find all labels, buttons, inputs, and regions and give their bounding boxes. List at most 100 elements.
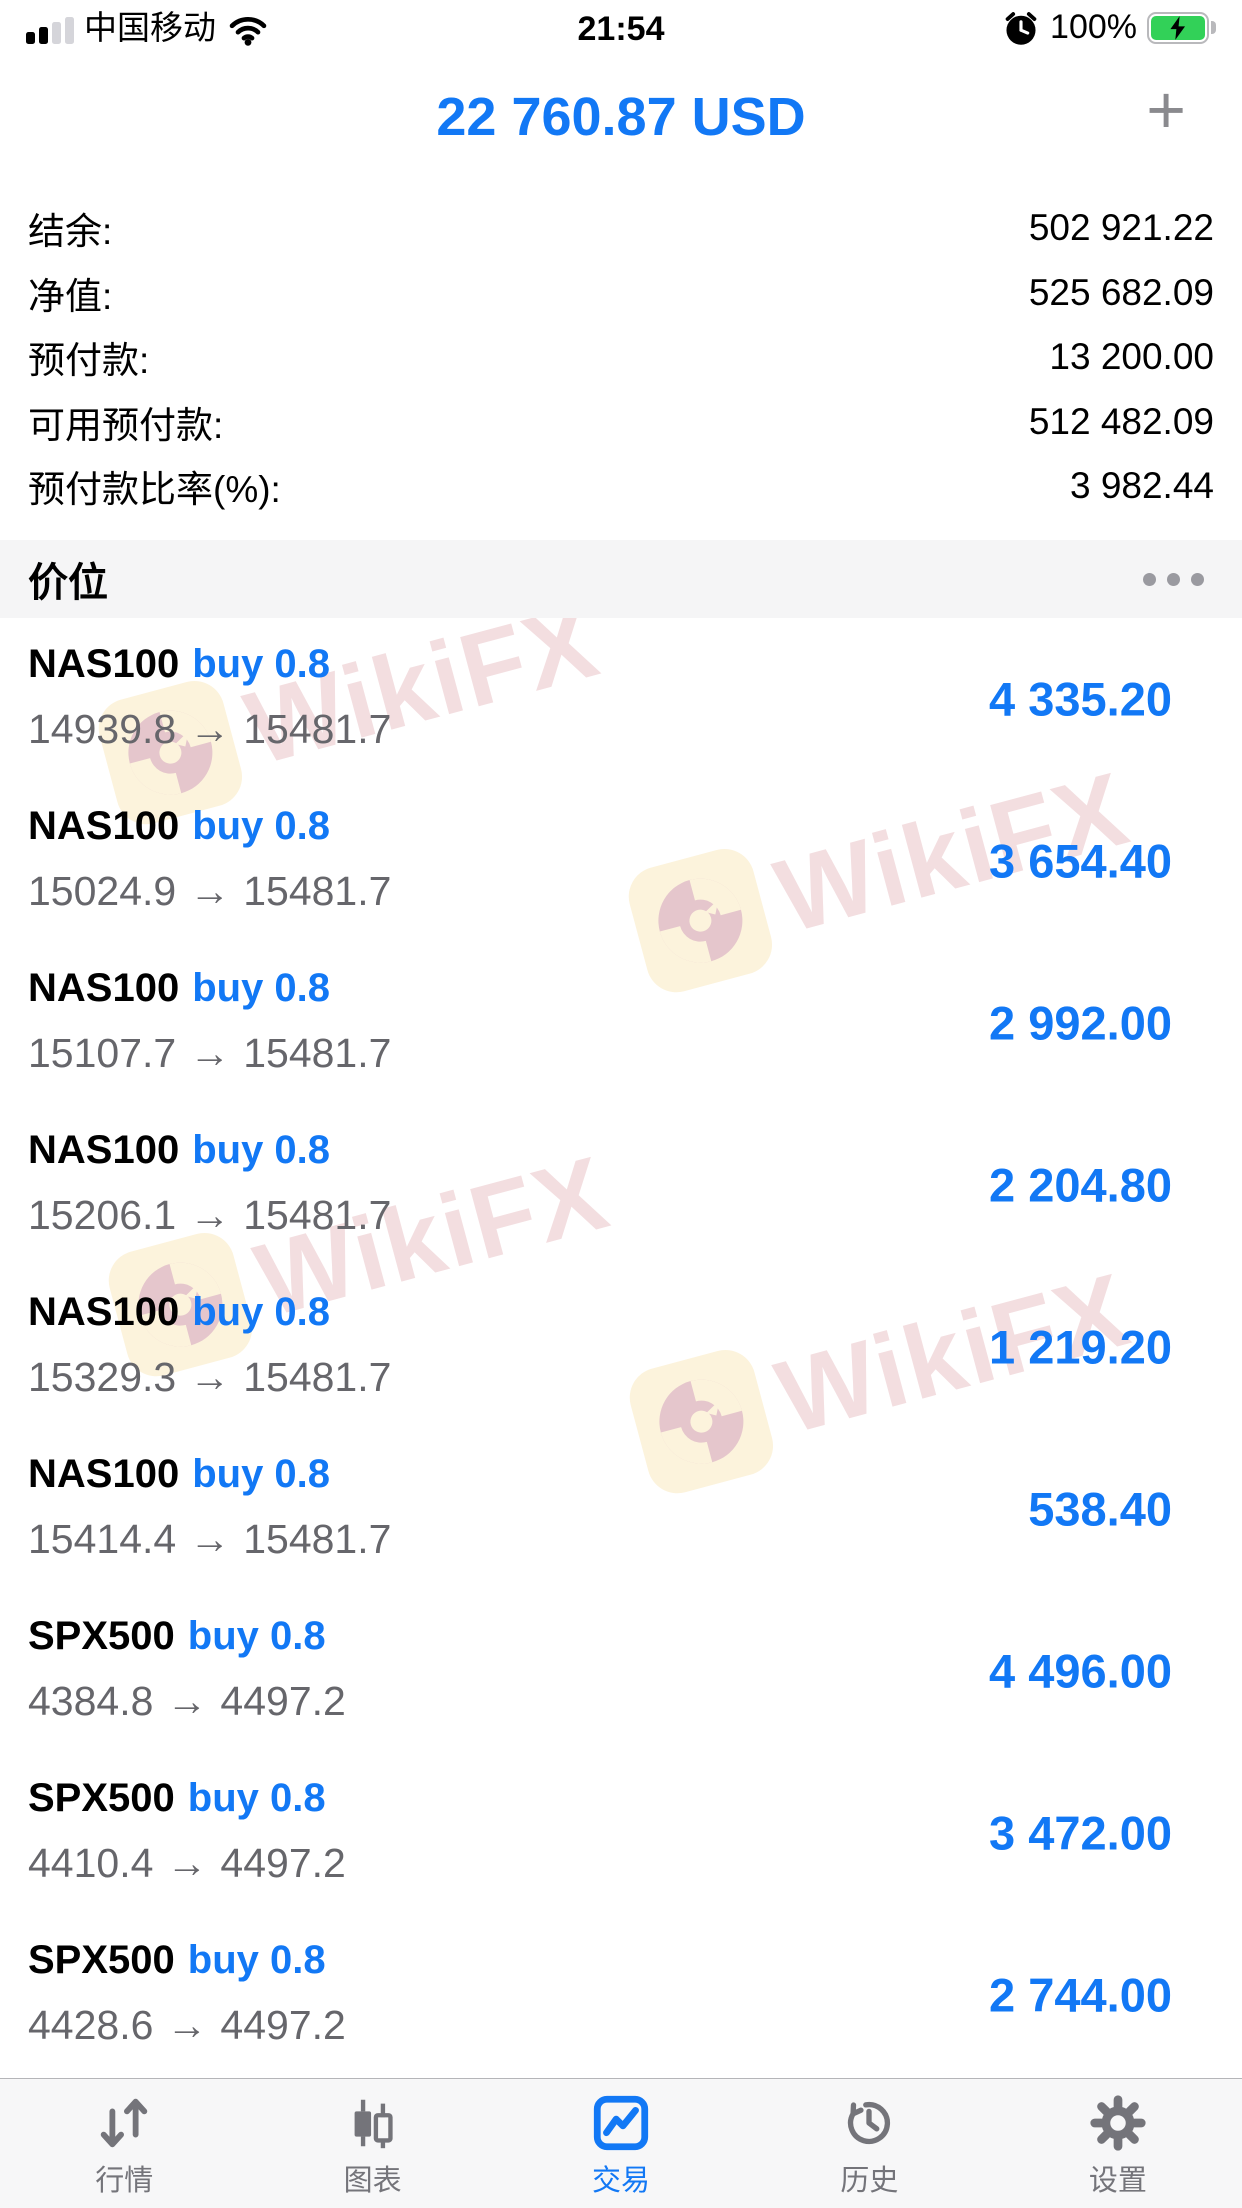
tab-label: 历史 <box>840 2165 899 2197</box>
arrow-right-icon: → <box>166 1840 208 1886</box>
trade-profit: 1 219.20 <box>989 1320 1172 1374</box>
trade-profit: 3 472.00 <box>989 1806 1172 1860</box>
trade-symbol: NAS100 <box>28 642 180 686</box>
trade-profit: 2 204.80 <box>989 1158 1172 1212</box>
clock-label: 21:54 <box>577 10 665 48</box>
tab-settings[interactable]: 设置 <box>994 2079 1242 2208</box>
account-balance-title: 22 760.87 USD <box>436 87 806 147</box>
tab-quotes[interactable]: 行情 <box>0 2079 248 2208</box>
account-summary: 结余: 502 921.22 净值: 525 682.09 预付款: 13 200.00 可… <box>0 196 1242 519</box>
account-summary-row: 可用预付款: 512 482.09 <box>28 390 1214 455</box>
trade-row[interactable]: NAS100 buy 0.8 15329.3 → 15481.7 1 219.20 <box>0 1266 1242 1428</box>
trade-list: NAS100 buy 0.8 14939.8 → 15481.7 4 335.20 NAS1… <box>0 618 1242 2076</box>
trade-side: buy 0.8 <box>187 1938 326 1982</box>
trade-prices: 4428.6 → 4497.2 <box>28 2002 346 2049</box>
wifi-icon <box>229 17 267 46</box>
trade-prices: 14939.8 → 15481.7 <box>28 706 391 753</box>
tab-charts[interactable]: 图表 <box>248 2079 496 2208</box>
trade-profit: 4 335.20 <box>989 672 1172 726</box>
account-value: 525 682.09 <box>1028 271 1214 313</box>
trade-row[interactable]: SPX500 buy 0.8 4410.4 → 4497.2 3 472.00 <box>0 1752 1242 1914</box>
account-summary-row: 预付款比率(%): 3 982.44 <box>28 454 1214 519</box>
open-price: 4410.4 <box>28 1840 154 1886</box>
tab-history[interactable]: 历史 <box>745 2079 993 2208</box>
battery-percent-label: 100% <box>1050 8 1137 46</box>
current-price: 15481.7 <box>243 868 392 914</box>
open-price: 4428.6 <box>28 2002 154 2048</box>
arrow-right-icon: → <box>189 706 231 752</box>
trade-side: buy 0.8 <box>192 1128 331 1172</box>
trade-prices: 4410.4 → 4497.2 <box>28 1840 346 1887</box>
open-price: 15107.7 <box>28 1030 177 1076</box>
trade-profit: 538.40 <box>1028 1482 1172 1536</box>
current-price: 4497.2 <box>220 1840 346 1886</box>
arrow-right-icon: → <box>166 1678 208 1724</box>
arrow-right-icon: → <box>189 1516 231 1562</box>
trade-row[interactable]: NAS100 buy 0.8 15206.1 → 15481.7 2 204.80 <box>0 1104 1242 1266</box>
trade-row[interactable]: NAS100 buy 0.8 15414.4 → 15481.7 538.40 <box>0 1428 1242 1590</box>
trade-title: NAS100 buy 0.8 <box>28 804 330 849</box>
arrow-right-icon: → <box>189 868 231 914</box>
current-price: 4497.2 <box>220 2002 346 2048</box>
arrow-right-icon: → <box>166 2002 208 2048</box>
history-clock-icon <box>848 2101 891 2145</box>
cellular-signal-icon <box>26 17 74 46</box>
trade-row[interactable]: NAS100 buy 0.8 15024.9 → 15481.7 3 654.40 <box>0 780 1242 942</box>
tab-trade[interactable]: 交易 <box>497 2079 745 2208</box>
trade-profit: 3 654.40 <box>989 834 1172 888</box>
current-price: 15481.7 <box>243 1516 392 1562</box>
account-label: 预付款: <box>28 340 150 382</box>
trade-title: NAS100 buy 0.8 <box>28 642 330 687</box>
current-price: 15481.7 <box>243 1192 392 1238</box>
current-price: 15481.7 <box>243 706 392 752</box>
account-label: 可用预付款: <box>28 404 224 446</box>
trade-profit: 4 496.00 <box>989 1644 1172 1698</box>
account-value: 13 200.00 <box>1049 336 1214 378</box>
trade-symbol: NAS100 <box>28 1290 180 1334</box>
trade-side: buy 0.8 <box>192 804 331 848</box>
trade-title: NAS100 buy 0.8 <box>28 1128 330 1173</box>
trade-symbol: SPX500 <box>28 1776 175 1820</box>
trade-prices: 15206.1 → 15481.7 <box>28 1192 391 1239</box>
current-price: 15481.7 <box>243 1030 392 1076</box>
account-label: 结余: <box>28 211 113 253</box>
open-price: 15024.9 <box>28 868 177 914</box>
trade-title: SPX500 buy 0.8 <box>28 1776 326 1821</box>
open-price: 15206.1 <box>28 1192 177 1238</box>
arrows-up-down-icon <box>100 2098 148 2148</box>
trade-symbol: NAS100 <box>28 1452 180 1496</box>
positions-section-bar: 价位 <box>0 540 1242 618</box>
trade-row[interactable]: NAS100 buy 0.8 14939.8 → 15481.7 4 335.20 <box>0 618 1242 780</box>
trade-symbol: NAS100 <box>28 966 180 1010</box>
trade-row[interactable]: NAS100 buy 0.8 15107.7 → 15481.7 2 992.00 <box>0 942 1242 1104</box>
account-label: 净值: <box>28 275 113 317</box>
trade-row[interactable]: SPX500 buy 0.8 4384.8 → 4497.2 4 496.00 <box>0 1590 1242 1752</box>
trade-title: SPX500 buy 0.8 <box>28 1614 326 1659</box>
trade-side: buy 0.8 <box>192 1452 331 1496</box>
trade-title: NAS100 buy 0.8 <box>28 1290 330 1335</box>
add-account-button[interactable]: + <box>1146 72 1186 148</box>
trade-prices: 15024.9 → 15481.7 <box>28 868 391 915</box>
trade-symbol: NAS100 <box>28 804 180 848</box>
trade-prices: 15329.3 → 15481.7 <box>28 1354 391 1401</box>
trade-side: buy 0.8 <box>192 966 331 1010</box>
open-price: 4384.8 <box>28 1678 154 1724</box>
open-price: 15414.4 <box>28 1516 177 1562</box>
trade-profit: 2 744.00 <box>989 1968 1172 2022</box>
trade-title: NAS100 buy 0.8 <box>28 966 330 1011</box>
account-value: 502 921.22 <box>1028 207 1214 249</box>
trade-side: buy 0.8 <box>192 1290 331 1334</box>
carrier-label: 中国移动 <box>84 9 216 46</box>
account-label: 预付款比率(%): <box>28 469 281 511</box>
tab-label: 交易 <box>592 2165 651 2197</box>
tab-label: 图表 <box>343 2165 402 2197</box>
trade-title: SPX500 buy 0.8 <box>28 1938 326 1983</box>
more-options-icon[interactable] <box>1143 572 1204 586</box>
trade-profit: 2 992.00 <box>989 996 1172 1050</box>
trade-row[interactable]: SPX500 buy 0.8 4428.6 → 4497.2 2 744.00 <box>0 1914 1242 2076</box>
battery-icon <box>1147 11 1216 44</box>
tab-label: 设置 <box>1088 2165 1147 2197</box>
open-price: 15329.3 <box>28 1354 177 1400</box>
charging-bolt-icon <box>1170 15 1186 40</box>
arrow-right-icon: → <box>189 1192 231 1238</box>
